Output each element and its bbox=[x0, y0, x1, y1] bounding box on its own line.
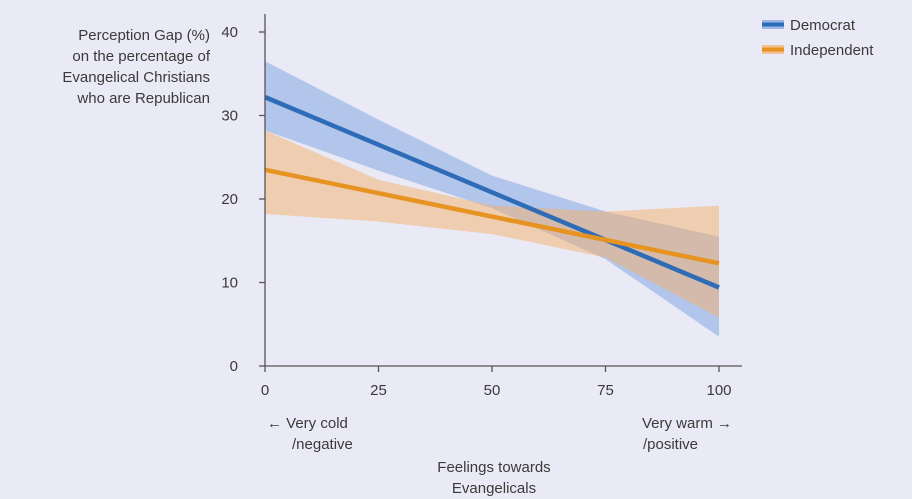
legend-swatch-line bbox=[762, 22, 784, 27]
y-axis-title-line: Perception Gap (%) bbox=[78, 27, 210, 44]
x-tick-label: 25 bbox=[370, 382, 387, 399]
axes bbox=[264, 14, 742, 367]
y-tick-label: 20 bbox=[221, 191, 238, 208]
x-axis-title-line: Feelings towards bbox=[437, 459, 550, 476]
confidence-bands bbox=[265, 61, 719, 337]
x-axis-title: Feelings towards Evangelicals bbox=[437, 459, 550, 497]
y-axis-title: Perception Gap (%) on the percentage of … bbox=[62, 27, 210, 107]
x-annotation-cold: ← Very cold bbox=[267, 415, 348, 432]
x-annotation-cold-sub: /negative bbox=[292, 436, 353, 453]
x-annotations: ← Very cold /negative Very warm → /posit… bbox=[267, 415, 732, 453]
x-annotation-warm-sub: /positive bbox=[643, 436, 698, 453]
series-lines bbox=[264, 95, 720, 290]
x-tick-label: 50 bbox=[484, 382, 501, 399]
legend-label: Democrat bbox=[790, 17, 856, 34]
y-ticks: 0 10 20 30 40 bbox=[221, 24, 265, 375]
confidence-band-independent bbox=[265, 130, 719, 318]
series-line-independent bbox=[264, 167, 720, 266]
y-axis-title-line: who are Republican bbox=[76, 90, 210, 107]
y-tick-label: 40 bbox=[221, 24, 238, 41]
legend-label: Independent bbox=[790, 42, 874, 59]
x-tick-label: 100 bbox=[706, 382, 731, 399]
x-axis-title-line: Evangelicals bbox=[452, 480, 536, 497]
y-axis-title-line: Evangelical Christians bbox=[62, 69, 210, 86]
x-tick-label: 0 bbox=[261, 382, 269, 399]
x-ticks: 0 25 50 75 100 bbox=[261, 366, 732, 399]
legend: Democrat Independent bbox=[762, 17, 874, 59]
series-line-democrat bbox=[264, 95, 720, 290]
y-tick-label: 30 bbox=[221, 108, 238, 125]
confidence-band-democrat bbox=[265, 61, 719, 337]
x-tick-label: 75 bbox=[597, 382, 614, 399]
legend-swatch-line bbox=[762, 47, 784, 52]
x-annotation-warm: Very warm → bbox=[642, 415, 732, 432]
y-tick-label: 10 bbox=[221, 275, 238, 292]
y-tick-label: 0 bbox=[230, 358, 238, 375]
y-axis-title-line: on the percentage of bbox=[72, 48, 210, 65]
